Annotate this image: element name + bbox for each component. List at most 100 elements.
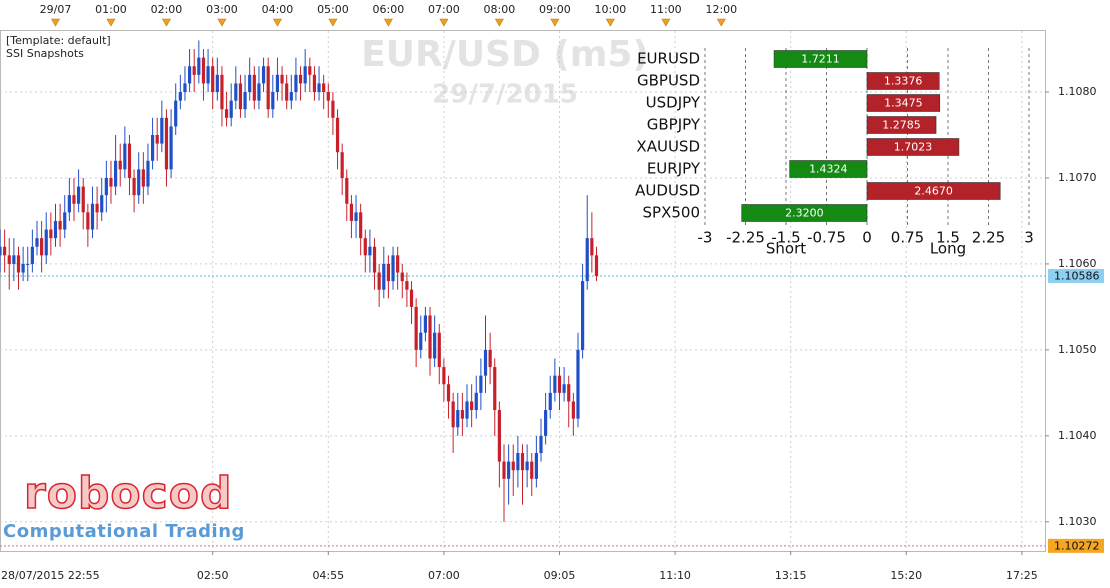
candle-body: [539, 435, 543, 454]
candle-body: [326, 92, 330, 101]
candle-body: [460, 410, 464, 419]
candle-body: [331, 100, 335, 118]
candle-body: [474, 392, 478, 411]
candle-body: [261, 66, 266, 84]
candle-body: [127, 143, 132, 178]
candle-body: [95, 203, 99, 213]
candle-body: [303, 66, 307, 84]
candle-body: [391, 255, 395, 282]
candle-body: [419, 332, 423, 350]
candle-body: [567, 384, 571, 402]
candle-body: [58, 220, 62, 230]
price-label: 1.10586: [1054, 269, 1100, 282]
ssi-tick-label: 0: [862, 229, 872, 247]
candle-body: [400, 272, 404, 282]
ssi-tick-label: -2.25: [726, 229, 765, 247]
x-tick-label: 13:15: [775, 569, 807, 582]
y-tick-label: 1.1070: [1058, 171, 1097, 184]
candle-body: [187, 66, 192, 84]
top-tick-marker: [106, 18, 116, 27]
top-tick-label: 08:00: [484, 3, 516, 16]
candle-body: [548, 392, 552, 411]
top-tick-marker: [439, 18, 449, 27]
ssi-category: GBPJPY: [647, 116, 701, 134]
logo-tagline: Computational Trading: [3, 521, 245, 542]
candle-body: [345, 177, 349, 204]
candle-body: [359, 212, 363, 239]
candle-body: [155, 135, 159, 144]
candle-body: [576, 349, 580, 419]
candle-body: [118, 160, 122, 170]
ssi-category: USDJPY: [646, 94, 701, 112]
candle-body: [30, 246, 34, 264]
x-tick-label: 15:20: [890, 569, 922, 582]
ssi-bar: [866, 72, 940, 90]
candle-body: [174, 100, 178, 127]
x-tick-label: 07:00: [428, 569, 460, 582]
ssi-tick-label: -1.5: [771, 229, 800, 247]
candle-body: [414, 306, 418, 350]
top-tick-label: 12:00: [705, 3, 737, 16]
candle-body: [229, 100, 233, 118]
candle-body: [137, 169, 141, 196]
top-tick-label: 09:00: [539, 3, 571, 16]
y-tick-label: 1.1060: [1058, 257, 1097, 270]
price-label: 1.10272: [1054, 539, 1100, 552]
ssi-axis-label: Short: [766, 240, 806, 258]
candle-body: [312, 74, 317, 93]
ssi-category: XAUUSD: [636, 138, 700, 156]
candle-body: [525, 461, 529, 471]
top-tick-label: 29/07: [40, 3, 72, 16]
candle-body: [470, 401, 474, 411]
candle-body: [90, 203, 95, 230]
candle-body: [363, 238, 367, 256]
candle-body: [479, 375, 483, 393]
candle-body: [354, 212, 358, 221]
candle-body: [317, 83, 321, 93]
candle-body: [100, 195, 104, 213]
candle-body: [109, 177, 113, 187]
logo-name: robocod: [24, 468, 232, 519]
candle-body: [44, 229, 48, 256]
price-box: [1048, 268, 1104, 283]
candle-body: [40, 238, 44, 256]
plot-frame: [0, 30, 1046, 552]
top-tick-marker: [161, 18, 171, 27]
top-tick-marker: [716, 18, 726, 27]
x-tick-label: 17:25: [1006, 569, 1038, 582]
ssi-tick-label: 2.25: [972, 229, 1005, 247]
x-tick-label: 02:50: [197, 569, 229, 582]
candle-body: [146, 160, 150, 187]
candle-body: [12, 255, 16, 264]
ssi-category: AUDUSD: [635, 182, 700, 200]
ssi-tick-label: -3: [698, 229, 713, 247]
plot-layer: 1.1030 1.1040 1.1050 1.1060 1.1070 1.1080 28/0…: [0, 3, 1104, 582]
ssi-category: GBPUSD: [637, 72, 700, 90]
candle-body: [294, 74, 298, 93]
top-tick-marker: [272, 18, 282, 27]
candle-body: [585, 238, 589, 282]
candle-body: [571, 401, 575, 419]
top-tick-label: 01:00: [95, 3, 127, 16]
candle-body: [0, 246, 2, 256]
candle-body: [206, 66, 210, 84]
candle-body: [534, 453, 538, 479]
candle-body: [243, 92, 247, 110]
top-tick-marker: [494, 18, 504, 27]
candle-body: [160, 117, 164, 144]
ssi-tick-label: 1.5: [936, 229, 960, 247]
candle-body: [451, 401, 455, 428]
ssi-category: EURJPY: [647, 160, 701, 178]
candle-body: [289, 92, 293, 101]
candle-body: [26, 263, 30, 265]
candle-body: [386, 263, 391, 282]
top-tick-label: 06:00: [373, 3, 405, 16]
top-tick-label: 10:00: [595, 3, 627, 16]
y-tick-label: 1.1040: [1058, 429, 1097, 442]
candle-body: [72, 195, 76, 204]
candle-body: [164, 117, 169, 170]
candle-body: [132, 177, 136, 196]
candle-body: [405, 281, 409, 290]
candle-body: [590, 238, 594, 256]
candle-body: [520, 453, 525, 471]
